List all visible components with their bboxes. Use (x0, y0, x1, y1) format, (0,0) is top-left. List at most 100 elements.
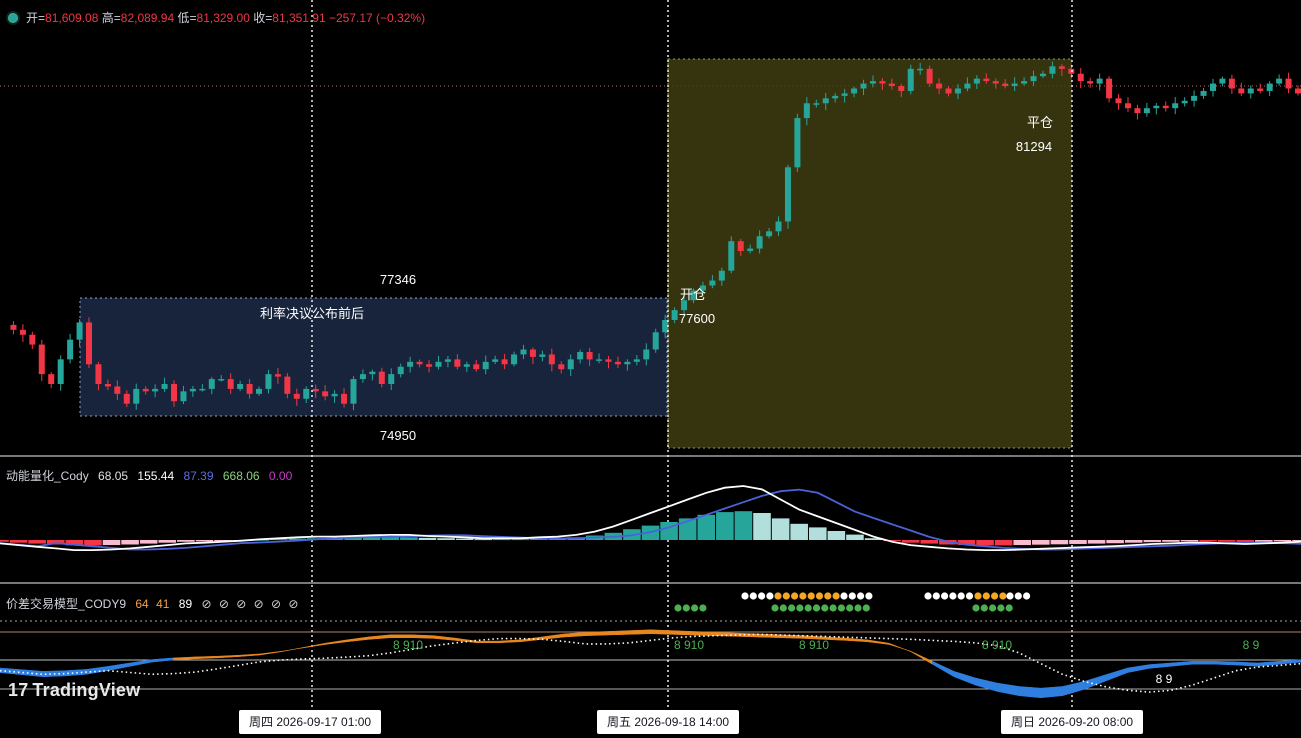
candle-body (803, 103, 810, 119)
candle-body (548, 354, 555, 365)
candle-body (520, 349, 527, 355)
candle-body (1191, 95, 1198, 101)
candle-body (945, 88, 952, 94)
spread-band (238, 653, 261, 657)
signal-dot (771, 604, 779, 612)
candle-body (19, 329, 26, 335)
spread-label-e: 8 9 (1243, 638, 1260, 652)
candle-body (1181, 100, 1188, 104)
candle-body (473, 364, 480, 370)
signal-dot (857, 592, 865, 600)
spread-band (671, 630, 695, 636)
signal-dot (774, 592, 782, 600)
momentum-bar (28, 540, 46, 544)
signal-dot (758, 592, 766, 600)
rate-decision-zone[interactable] (79, 297, 668, 417)
signal-dot (972, 604, 980, 612)
candle-body (444, 359, 451, 362)
momentum-bar (864, 538, 883, 540)
momentum-bar (771, 518, 790, 540)
candle-body (973, 78, 980, 84)
candle-body (633, 359, 640, 362)
candle-body (171, 383, 178, 402)
momentum-bar (158, 540, 177, 543)
spread-band (1105, 667, 1128, 682)
momentum-bar (139, 540, 158, 544)
candle-body (1172, 103, 1179, 109)
candle-body (681, 300, 688, 311)
candle-body (1162, 105, 1169, 109)
indicator1-legend[interactable]: 动能量化_Cody 68.05 155.44 87.39 668.06 0.00 (6, 467, 298, 484)
signal-dot (1005, 604, 1013, 612)
candle-body (426, 364, 433, 367)
candle-body (888, 83, 895, 87)
candle-body (954, 88, 961, 94)
candle-body (1200, 90, 1207, 96)
signal-dot (982, 592, 990, 600)
momentum-bar (437, 538, 455, 540)
candle-body (662, 319, 669, 333)
candle-body (293, 393, 300, 399)
change-value: −257.17 (−0.32%) (329, 11, 426, 25)
signal-dot (812, 604, 821, 612)
momentum-bar (84, 540, 102, 546)
momentum-bar (474, 539, 493, 541)
signal-dot (796, 604, 804, 612)
momentum-bar (716, 512, 734, 540)
candle-body (586, 351, 593, 360)
signal-dot (741, 592, 749, 600)
candle-body (10, 324, 17, 330)
momentum-bar (1069, 540, 1087, 544)
candle-body (407, 361, 414, 367)
candle-body (388, 374, 395, 384)
spread-band (997, 682, 1020, 697)
close-value: 81,351.91 (272, 11, 326, 25)
candle-body (435, 361, 442, 367)
candle-body (1285, 78, 1292, 89)
candle-body (784, 167, 791, 222)
candle-body (76, 322, 83, 340)
candle-body (501, 359, 508, 365)
candle-body (917, 68, 924, 71)
high-label: 高= (101, 11, 121, 25)
momentum-bar (269, 539, 288, 541)
candle-body (463, 364, 470, 367)
momentum-bar (121, 540, 139, 545)
spread-band (953, 671, 976, 686)
spread-band (194, 655, 218, 659)
signal-dot (957, 592, 965, 600)
candle-body (898, 86, 905, 91)
momentum-bar (1180, 540, 1199, 542)
momentum-bar (734, 511, 753, 540)
signal-dot (682, 604, 690, 612)
signal-dot (846, 604, 854, 612)
spread-band (476, 640, 499, 644)
candle-body (539, 354, 546, 357)
candle-body (964, 83, 971, 89)
signal-dot (1023, 592, 1031, 600)
momentum-bar (753, 513, 771, 540)
candle-body (1077, 73, 1084, 82)
candle-body (1238, 88, 1245, 94)
candle-body (114, 386, 121, 394)
indicator2-legend[interactable]: 价差交易模型_CODY9 64 41 89 ⊘ ⊘ ⊘ ⊘ ⊘ ⊘ (6, 595, 306, 612)
signal-dot (848, 592, 856, 600)
spread-band (606, 630, 630, 636)
signal-dot (766, 592, 774, 600)
spread-band (1192, 661, 1215, 665)
candle-body (671, 310, 678, 320)
candle-body (341, 393, 348, 404)
candle-body (775, 221, 782, 232)
position-zone[interactable] (667, 58, 1073, 449)
candle-body (1134, 108, 1141, 114)
candle-body (303, 388, 310, 399)
candle-body (1276, 78, 1283, 84)
candle-body (199, 388, 206, 391)
signal-dot (999, 592, 1007, 600)
momentum-bar (1087, 540, 1106, 544)
candle-body (747, 248, 754, 252)
candle-body (869, 81, 876, 84)
signal-dot (932, 592, 940, 600)
spread-band (151, 657, 174, 663)
